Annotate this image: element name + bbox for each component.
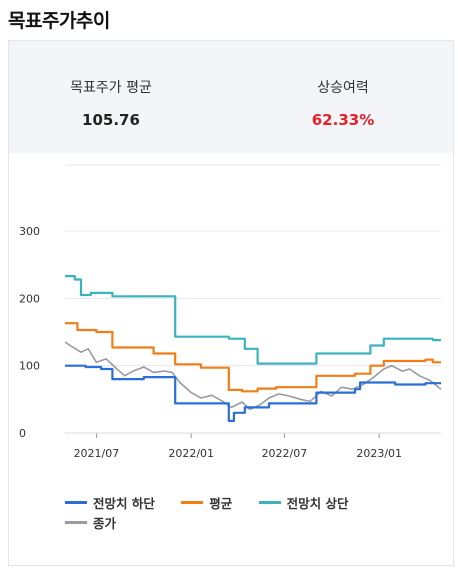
summary-panel: 목표주가 평균 105.76 상승여력 62.33% bbox=[9, 41, 453, 153]
series-line-high bbox=[65, 275, 441, 365]
legend-label-high: 전망치 상단 bbox=[286, 496, 349, 511]
upside-label: 상승여력 bbox=[317, 80, 369, 96]
series-line-low bbox=[65, 364, 441, 422]
price-chart: 0 100 200 300 2021/07 2022/01 2022/07 2023/01 bbox=[19, 164, 442, 460]
legend-label-low: 전망치 하단 bbox=[93, 496, 155, 511]
legend-swatch-high bbox=[258, 501, 281, 504]
y-tick-label: 200 bbox=[19, 292, 40, 305]
page-title: 목표주가추이 bbox=[8, 10, 110, 32]
average-target-value: 105.76 bbox=[82, 111, 140, 129]
legend-label-close: 종가 bbox=[93, 516, 117, 531]
x-tick-label: 2022/07 bbox=[262, 447, 308, 460]
legend-item-low[interactable]: 전망치 하단 bbox=[65, 493, 155, 513]
x-tick-label: 2021/07 bbox=[74, 447, 120, 460]
y-tick-label: 0 bbox=[19, 427, 26, 440]
series-line-average bbox=[65, 322, 441, 393]
average-target-stat: 목표주가 평균 105.76 bbox=[21, 77, 201, 129]
x-tick-label: 2023/01 bbox=[356, 447, 402, 460]
x-tick-label: 2022/01 bbox=[168, 447, 214, 460]
legend-label-average: 평균 bbox=[209, 496, 233, 511]
average-target-label: 목표주가 평균 bbox=[70, 80, 152, 96]
series-line-close bbox=[64, 341, 442, 411]
legend-swatch-low bbox=[65, 501, 87, 504]
upside-value: 62.33% bbox=[311, 111, 375, 129]
legend-swatch-close bbox=[65, 521, 87, 524]
legend-item-average[interactable]: 평균 bbox=[181, 493, 232, 513]
chart-legend: 전망치 하단 평균 전망치 상단 bbox=[65, 492, 445, 513]
y-tick-label: 300 bbox=[19, 225, 40, 238]
chart-legend-row2: 종가 bbox=[65, 512, 116, 533]
legend-item-close[interactable]: 종가 bbox=[65, 513, 116, 533]
upside-stat: 상승여력 62.33% bbox=[253, 77, 433, 129]
legend-swatch-average bbox=[181, 501, 204, 504]
target-price-card: 목표주가 평균 105.76 상승여력 62.33% 0 100 200 300 202… bbox=[8, 40, 454, 566]
legend-item-high[interactable]: 전망치 상단 bbox=[258, 493, 349, 513]
y-tick-label: 100 bbox=[19, 360, 40, 373]
